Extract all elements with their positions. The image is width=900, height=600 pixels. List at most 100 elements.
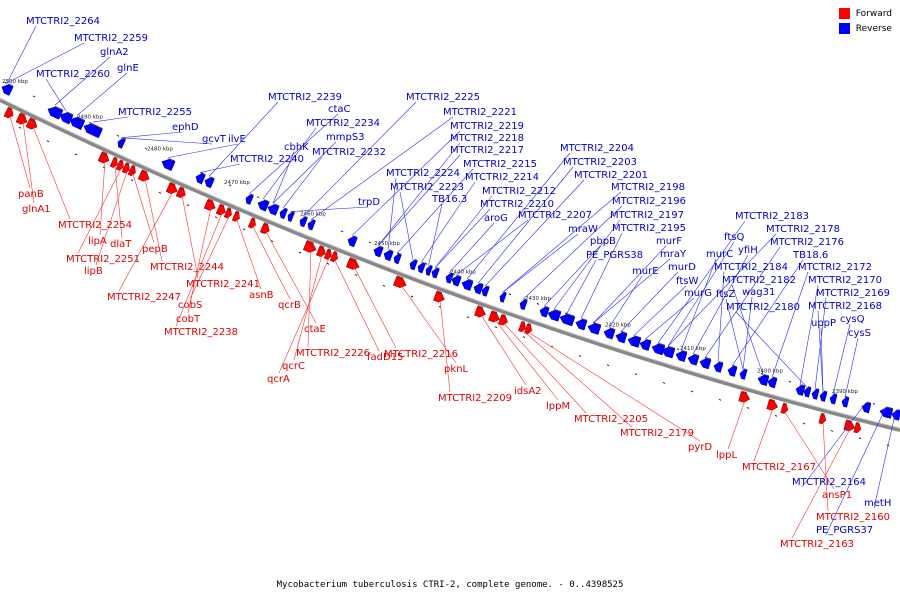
forward-gene-label[interactable]: cobT	[176, 314, 201, 325]
reverse-gene[interactable]	[278, 207, 288, 220]
reverse-gene-label[interactable]: MTCTRI2_2169	[816, 288, 890, 299]
forward-gene[interactable]	[127, 164, 138, 177]
forward-gene[interactable]	[15, 112, 30, 126]
reverse-gene-label[interactable]: uppP	[811, 318, 836, 329]
reverse-gene[interactable]	[699, 356, 712, 370]
reverse-gene[interactable]	[767, 376, 778, 389]
forward-gene-label[interactable]: panB	[18, 189, 44, 200]
forward-gene[interactable]	[474, 305, 487, 318]
reverse-gene[interactable]	[46, 104, 64, 120]
forward-gene-label[interactable]: lppL	[716, 450, 737, 461]
reverse-gene-label[interactable]: PE_PGRS37	[816, 525, 873, 536]
forward-gene-label[interactable]: MTCTRI2_2163	[780, 539, 854, 550]
forward-gene-label[interactable]: ansP1	[822, 490, 852, 501]
reverse-gene[interactable]	[460, 277, 474, 291]
reverse-gene-label[interactable]: MTCTRI2_2215	[463, 159, 537, 170]
reverse-gene-label[interactable]: MTCTRI2_2182	[722, 275, 796, 286]
forward-gene-label[interactable]: qcrA	[267, 374, 290, 385]
reverse-gene[interactable]	[819, 390, 828, 402]
reverse-gene-label[interactable]: MTCTRI2_2240	[230, 154, 304, 165]
forward-gene[interactable]	[315, 245, 327, 258]
reverse-gene-label[interactable]: metH	[864, 498, 891, 509]
reverse-gene[interactable]	[861, 401, 872, 414]
reverse-gene[interactable]	[519, 298, 528, 311]
reverse-gene-label[interactable]: MTCTRI2_2197	[610, 210, 684, 221]
reverse-gene-label[interactable]: trpD	[358, 197, 380, 208]
forward-gene-label[interactable]: MTCTRI2_2251	[66, 254, 140, 265]
forward-gene-label[interactable]: idsA2	[514, 386, 542, 397]
reverse-gene-label[interactable]: MTCTRI2_2214	[465, 172, 539, 183]
forward-gene[interactable]	[223, 207, 234, 219]
reverse-gene-label[interactable]: MTCTRI2_2260	[36, 69, 110, 80]
reverse-gene[interactable]	[829, 392, 838, 405]
forward-gene-label[interactable]: fadD15	[367, 352, 403, 363]
reverse-gene[interactable]	[727, 364, 738, 377]
reverse-gene-label[interactable]: MTCTRI2_2255	[118, 107, 192, 118]
forward-gene-label[interactable]: glnA1	[22, 204, 51, 215]
reverse-gene[interactable]	[675, 349, 688, 363]
reverse-gene[interactable]	[256, 198, 270, 212]
reverse-gene-label[interactable]: MTCTRI2_2180	[726, 302, 800, 313]
forward-gene-label[interactable]: lipA	[88, 236, 107, 247]
forward-gene-label[interactable]: dlaT	[110, 239, 132, 250]
reverse-gene[interactable]	[424, 264, 433, 276]
reverse-gene[interactable]	[298, 215, 308, 228]
reverse-gene[interactable]	[244, 193, 254, 205]
forward-gene[interactable]	[203, 198, 217, 212]
reverse-gene-label[interactable]: TB18.6	[792, 250, 828, 261]
reverse-gene-label[interactable]: TB16.3	[431, 194, 467, 205]
forward-gene[interactable]	[115, 159, 126, 171]
forward-gene[interactable]	[97, 151, 111, 165]
reverse-gene-label[interactable]: MTCTRI2_2210	[480, 199, 554, 210]
reverse-gene-label[interactable]: murE	[632, 266, 659, 277]
reverse-gene-label[interactable]: MTCTRI2_2203	[563, 157, 637, 168]
reverse-gene-label[interactable]: MTCTRI2_2196	[612, 196, 686, 207]
reverse-gene-label[interactable]: glnE	[117, 63, 139, 74]
reverse-gene[interactable]	[0, 82, 14, 96]
reverse-gene-label[interactable]: MTCTRI2_2204	[560, 143, 634, 154]
reverse-gene-label[interactable]: MTCTRI2_2183	[735, 211, 809, 222]
forward-gene-label[interactable]: MTCTRI2_2226	[296, 348, 370, 359]
forward-gene[interactable]	[853, 421, 862, 434]
forward-gene-label[interactable]: ctaE	[304, 324, 326, 335]
reverse-gene-label[interactable]: ftsZ	[716, 289, 735, 300]
reverse-gene[interactable]	[68, 114, 86, 130]
reverse-gene-label[interactable]: MTCTRI2_2164	[792, 477, 866, 488]
forward-gene-label[interactable]: cobS	[178, 300, 202, 311]
reverse-gene-label[interactable]: MTCTRI2_2224	[386, 168, 460, 179]
reverse-gene[interactable]	[392, 252, 402, 265]
reverse-gene-label[interactable]: glnA2	[100, 47, 129, 58]
forward-gene-label[interactable]: MTCTRI2_2179	[620, 428, 694, 439]
reverse-gene-label[interactable]: ilvE	[228, 134, 246, 145]
reverse-gene[interactable]	[372, 244, 384, 258]
reverse-gene-label[interactable]: MTCTRI2_2239	[268, 92, 342, 103]
reverse-gene[interactable]	[803, 385, 812, 398]
reverse-gene[interactable]	[587, 321, 602, 335]
forward-gene[interactable]	[818, 412, 827, 425]
reverse-gene-label[interactable]: ftsW	[676, 276, 698, 287]
reverse-gene-label[interactable]: pbpB	[590, 236, 616, 247]
reverse-gene[interactable]	[346, 234, 358, 248]
reverse-gene-label[interactable]: gcvT	[202, 134, 227, 145]
reverse-gene-label[interactable]: wag31	[742, 287, 775, 298]
reverse-gene-label[interactable]: MTCTRI2_2207	[518, 210, 592, 221]
reverse-gene[interactable]	[480, 284, 490, 297]
reverse-gene-label[interactable]: aroG	[484, 213, 508, 224]
forward-gene[interactable]	[165, 181, 179, 196]
forward-gene-label[interactable]: lppM	[546, 401, 570, 412]
forward-gene[interactable]	[175, 186, 188, 199]
reverse-gene[interactable]	[58, 109, 74, 125]
forward-gene[interactable]	[488, 310, 501, 323]
legend-reverse[interactable]: Reverse	[838, 23, 892, 34]
forward-gene[interactable]	[121, 162, 132, 174]
forward-gene-label[interactable]: qcrB	[278, 300, 301, 311]
reverse-gene[interactable]	[879, 405, 894, 419]
reverse-gene-label[interactable]: mraY	[660, 249, 687, 260]
reverse-gene-label[interactable]: ephD	[172, 122, 199, 133]
forward-gene[interactable]	[231, 210, 242, 222]
reverse-gene-label[interactable]: murC	[706, 249, 733, 260]
forward-gene-label[interactable]: qcrC	[282, 361, 305, 372]
forward-gene[interactable]	[259, 222, 271, 235]
reverse-gene-label[interactable]: MTCTRI2_2264	[26, 16, 100, 27]
forward-gene-label[interactable]: MTCTRI2_2205	[574, 414, 648, 425]
